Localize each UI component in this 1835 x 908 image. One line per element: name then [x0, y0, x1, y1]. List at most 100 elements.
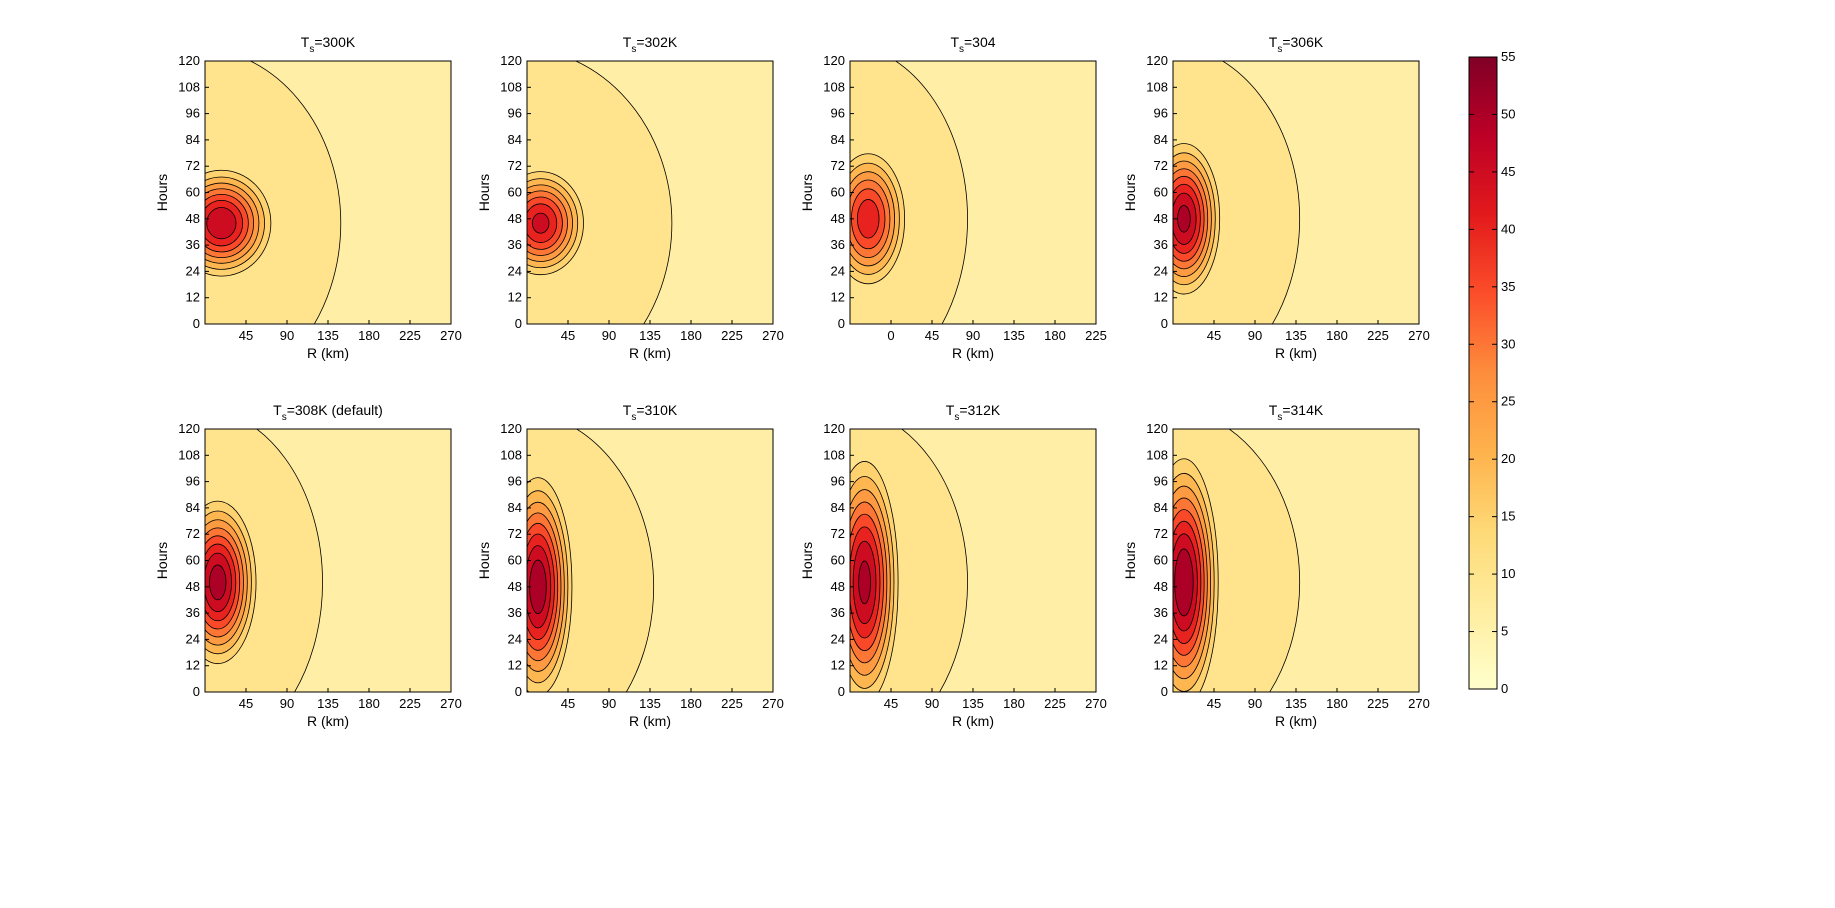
x-tick-label: 90 [966, 328, 980, 343]
contour-band [531, 212, 550, 234]
y-tick-label: 48 [1154, 579, 1168, 594]
x-tick-label: 135 [317, 328, 339, 343]
y-tick-label: 24 [831, 631, 845, 646]
contour-panel: 0 12 24 36 48 60 72 84 96 108 120 0 45 90 135 180 225 R (… [799, 34, 1107, 361]
contour-bands [850, 429, 968, 692]
panel-title: Ts=310K [623, 402, 678, 423]
y-tick-label: 48 [508, 579, 522, 594]
colorbar-tick-label: 5 [1501, 624, 1508, 639]
x-tick-label: 45 [561, 696, 575, 711]
x-tick-label: 180 [1003, 696, 1025, 711]
x-tick-label: 180 [680, 328, 702, 343]
contour-panel: 0 12 24 36 48 60 72 84 96 108 120 45 90 135 180 225 270 R… [476, 402, 784, 729]
x-tick-label: 225 [721, 328, 743, 343]
y-axis-label: Hours [476, 542, 492, 579]
y-tick-label: 72 [1154, 526, 1168, 541]
colorbar-tick-label: 20 [1501, 451, 1515, 466]
colorbar-tick-label: 45 [1501, 164, 1515, 179]
y-tick-label: 36 [1154, 605, 1168, 620]
contour-bands [1173, 61, 1301, 324]
colorbar-tick-label: 15 [1501, 509, 1515, 524]
y-tick-label: 12 [1154, 658, 1168, 673]
colorbar: 0 5 10 15 20 25 30 35 40 45 50 55 [1468, 49, 1515, 696]
y-tick-label: 108 [823, 79, 845, 94]
x-tick-label: 0 [887, 328, 894, 343]
x-tick-label: 225 [1085, 328, 1107, 343]
x-tick-label: 225 [1367, 328, 1389, 343]
y-tick-label: 48 [1154, 211, 1168, 226]
x-tick-label: 135 [639, 696, 661, 711]
y-tick-label: 36 [831, 237, 845, 252]
y-tick-label: 72 [1154, 158, 1168, 173]
contour-panel: 0 12 24 36 48 60 72 84 96 108 120 45 90 135 180 225 270 R… [154, 34, 462, 361]
contour-band [1174, 548, 1194, 617]
y-tick-label: 72 [831, 526, 845, 541]
contour-bands [527, 61, 673, 324]
x-axis-label: R (km) [1275, 345, 1317, 361]
y-tick-label: 72 [508, 526, 522, 541]
contour-panel: 0 12 24 36 48 60 72 84 96 108 120 45 90 135 180 225 270 R… [476, 34, 784, 361]
panel-title: Ts=312K [946, 402, 1001, 423]
x-tick-label: 225 [399, 696, 421, 711]
y-tick-label: 60 [1154, 185, 1168, 200]
y-tick-label: 84 [831, 500, 845, 515]
y-tick-label: 12 [508, 290, 522, 305]
y-tick-label: 60 [831, 185, 845, 200]
x-tick-label: 90 [925, 696, 939, 711]
x-tick-label: 45 [925, 328, 939, 343]
y-tick-label: 48 [186, 579, 200, 594]
colorbar-tick-label: 30 [1501, 336, 1515, 351]
colorbar-tick-label: 25 [1501, 394, 1515, 409]
y-tick-label: 24 [1154, 631, 1168, 646]
x-tick-label: 270 [762, 696, 784, 711]
contour-band [206, 207, 237, 240]
x-axis-label: R (km) [952, 345, 994, 361]
x-tick-label: 270 [1085, 696, 1107, 711]
y-axis-label: Hours [1122, 542, 1138, 579]
y-tick-label: 96 [186, 106, 200, 121]
contour-bands [205, 429, 323, 692]
y-tick-label: 108 [178, 79, 200, 94]
x-tick-label: 180 [1326, 328, 1348, 343]
colorbar-tick-label: 35 [1501, 279, 1515, 294]
y-tick-label: 108 [178, 447, 200, 462]
x-tick-label: 225 [721, 696, 743, 711]
y-tick-label: 108 [1146, 447, 1168, 462]
y-tick-label: 0 [515, 316, 522, 331]
y-tick-label: 72 [186, 158, 200, 173]
colorbar-tick-label: 55 [1501, 49, 1515, 64]
x-tick-label: 90 [602, 696, 616, 711]
y-tick-label: 60 [186, 553, 200, 568]
x-tick-label: 90 [1248, 696, 1262, 711]
y-tick-label: 120 [500, 421, 522, 436]
colorbar-scale [1468, 56, 1498, 690]
y-tick-label: 0 [838, 316, 845, 331]
y-tick-label: 96 [831, 106, 845, 121]
x-tick-label: 135 [639, 328, 661, 343]
y-tick-label: 36 [186, 605, 200, 620]
x-tick-label: 135 [1285, 696, 1307, 711]
y-tick-label: 36 [186, 237, 200, 252]
x-tick-label: 180 [358, 696, 380, 711]
contour-band [858, 560, 871, 605]
x-tick-label: 270 [1408, 328, 1430, 343]
x-axis-label: R (km) [629, 713, 671, 729]
x-axis-label: R (km) [1275, 713, 1317, 729]
y-tick-label: 12 [1154, 290, 1168, 305]
y-tick-label: 120 [823, 53, 845, 68]
y-tick-label: 120 [178, 53, 200, 68]
x-tick-label: 180 [680, 696, 702, 711]
y-tick-label: 60 [508, 185, 522, 200]
colorbar-tick-label: 40 [1501, 221, 1515, 236]
panel-title: Ts=306K [1269, 34, 1324, 55]
contour-band [856, 199, 880, 239]
y-tick-label: 48 [831, 211, 845, 226]
x-axis-label: R (km) [629, 345, 671, 361]
y-axis-label: Hours [154, 542, 170, 579]
y-tick-label: 108 [823, 447, 845, 462]
panel-title: Ts=304 [950, 34, 995, 55]
contour-panel: 0 12 24 36 48 60 72 84 96 108 120 45 90 135 180 225 270 R… [154, 402, 462, 729]
colorbar-tick-label: 50 [1501, 106, 1515, 121]
y-tick-label: 24 [1154, 263, 1168, 278]
